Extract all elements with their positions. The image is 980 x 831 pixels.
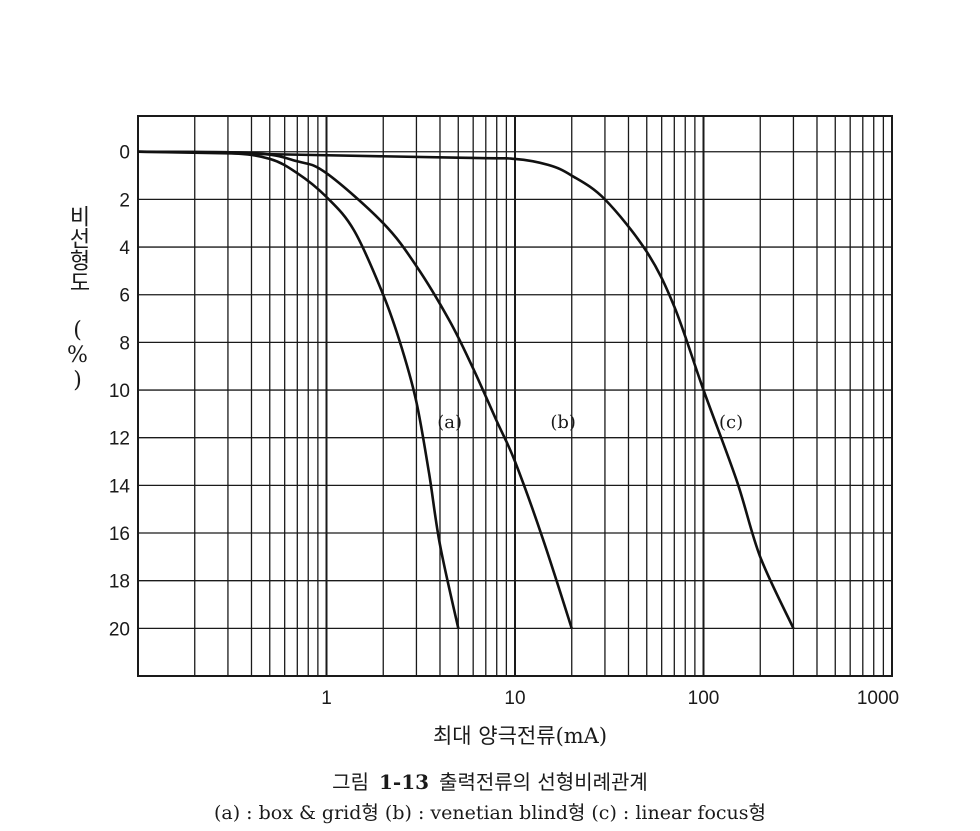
x-tick-label: 10 [504, 688, 525, 709]
chart-series [137, 150, 795, 629]
curve-annotation: (c) [719, 412, 743, 433]
y-tick-label: 16 [109, 524, 130, 545]
y-tick-label: 12 [109, 429, 130, 450]
x-tick-label: 1000 [857, 688, 899, 709]
chart-grid [137, 115, 893, 677]
figure-caption-legend: (a) : box & grid형 (b) : venetian blind형 … [213, 802, 767, 824]
y-tick-label: 8 [119, 333, 130, 354]
series-line [137, 150, 460, 629]
y-tick-label: 0 [119, 143, 130, 164]
y-tick-label: 6 [119, 286, 130, 307]
y-axis-label: 비선형도 (%) [65, 205, 90, 393]
curve-annotation: (b) [550, 412, 576, 433]
caption-prefix: 그림 [332, 770, 369, 794]
caption-number: 1-13 [378, 770, 430, 794]
y-tick-label: 14 [109, 476, 131, 497]
x-axis-label: 최대 양극전류(mA) [432, 724, 608, 748]
x-tick-label: 1 [321, 688, 332, 709]
series-line [137, 150, 795, 629]
chart-annotations: (a) (b) (c) [437, 412, 743, 433]
chart-ticks: 0 2 4 6 8 10 12 14 16 18 20 1 10 100 1000 [109, 143, 899, 709]
y-tick-label: 20 [109, 619, 130, 640]
curve-annotation: (a) [437, 412, 462, 433]
y-tick-label: 4 [119, 238, 130, 259]
caption-text: 출력전류의 선형비례관계 [439, 770, 648, 794]
y-tick-label: 10 [109, 381, 130, 402]
x-tick-label: 100 [688, 688, 720, 709]
y-tick-label: 2 [119, 190, 130, 211]
series-line [137, 150, 573, 629]
y-tick-label: 18 [109, 572, 130, 593]
figure-caption-title: 그림 1-13 출력전류의 선형비례관계 [0, 766, 980, 795]
